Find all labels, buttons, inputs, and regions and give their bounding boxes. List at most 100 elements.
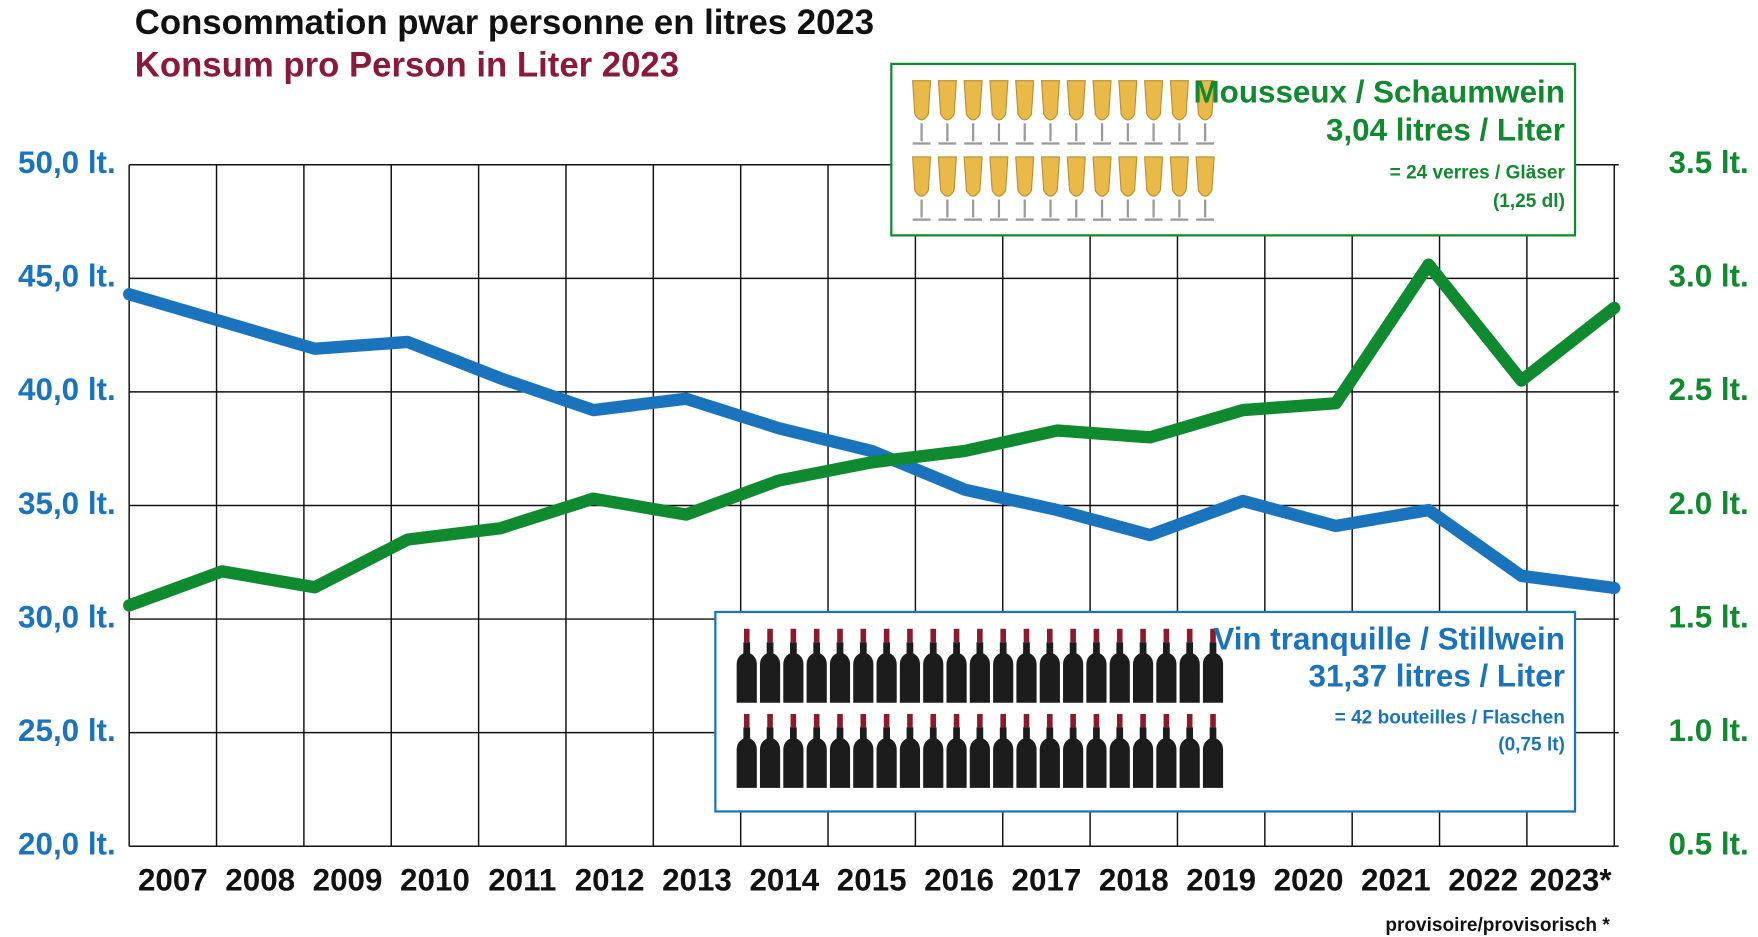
- bottle-body: [1086, 642, 1107, 703]
- glass-icon: [912, 156, 932, 197]
- bottle-body: [1132, 642, 1154, 703]
- x-tick-label: 2022: [1448, 862, 1518, 897]
- bottle-cap: [1000, 628, 1006, 643]
- bottle-body: [853, 642, 874, 703]
- bottle-body: [969, 727, 990, 788]
- glass-stem: [989, 123, 1008, 145]
- x-tick-label: 2019: [1186, 862, 1256, 897]
- y-tick-label: 25,0 lt.: [18, 713, 116, 748]
- bottle-body: [946, 642, 967, 703]
- bottle-cap: [837, 628, 843, 643]
- glass-stem: [989, 199, 1008, 221]
- x-tick-label: 2011: [488, 862, 556, 897]
- bottle-cap: [907, 713, 913, 728]
- bottle-cap: [1047, 713, 1053, 728]
- glass-stem: [1170, 123, 1189, 145]
- bottle-body: [1086, 727, 1107, 788]
- y2-tick-label: 2.5 lt.: [1669, 372, 1749, 407]
- sparkling-unit: (1,25 dl): [1493, 191, 1565, 212]
- glass-stem: [1093, 123, 1112, 145]
- glass-icon: [1015, 80, 1035, 121]
- still-unit: (0,75 lt): [1498, 734, 1565, 755]
- series-line: [123, 288, 1621, 595]
- lines: [123, 258, 1621, 612]
- glass-icon: [1169, 80, 1189, 121]
- bottle-cap: [1047, 628, 1053, 643]
- bottle-cap: [1186, 713, 1193, 728]
- bottle-cap: [977, 628, 983, 643]
- bottle-body: [1179, 642, 1200, 703]
- glass-stem: [1067, 199, 1086, 221]
- glass-stem: [1118, 199, 1137, 221]
- bottle-body: [759, 642, 781, 703]
- sparkling-equiv: = 24 verres / Gläser: [1390, 163, 1566, 184]
- bottle-cap: [907, 628, 913, 643]
- glass-icon: [989, 80, 1009, 121]
- bottle-body: [1132, 727, 1154, 788]
- y2-tick-label: 3.0 lt.: [1669, 259, 1749, 294]
- glass-stem: [938, 199, 957, 221]
- glass-icon: [1066, 156, 1086, 197]
- glass-icon: [1015, 156, 1035, 197]
- bottle-cap: [813, 628, 820, 643]
- glass-icons: [912, 80, 1215, 221]
- bottle-body: [1156, 727, 1177, 788]
- glass-icon: [1195, 156, 1215, 197]
- glass-icon: [1092, 80, 1112, 121]
- glass-stem: [1015, 199, 1034, 221]
- x-tick-label: 2018: [1099, 862, 1169, 897]
- glass-icon: [1040, 80, 1061, 121]
- bottle-cap: [1093, 713, 1100, 728]
- bottle-cap: [1023, 713, 1030, 728]
- glass-icon: [937, 80, 957, 121]
- chart-subtitle: Konsum pro Person in Liter 2023: [135, 46, 679, 84]
- bottle-body: [1202, 727, 1224, 788]
- bottle-cap: [743, 628, 750, 643]
- bottle-cap: [1163, 628, 1170, 643]
- bottle-cap: [1070, 713, 1076, 728]
- bottle-cap: [930, 713, 937, 728]
- x-tick-label: 2016: [924, 862, 994, 897]
- glass-icon: [1195, 80, 1215, 121]
- bottle-body: [1063, 727, 1084, 788]
- glass-stem: [938, 123, 957, 145]
- glass-icon: [989, 156, 1009, 197]
- bottle-cap: [837, 713, 843, 728]
- y-tick-label: 45,0 lt.: [18, 259, 116, 294]
- bottle-body: [1109, 727, 1130, 788]
- bottle-body: [783, 642, 804, 703]
- y2-tick-label: 1.5 lt.: [1669, 599, 1749, 634]
- bottle-cap: [883, 628, 890, 643]
- bottle-cap: [860, 628, 867, 643]
- x-tick-label: 2009: [313, 862, 383, 897]
- still-equiv: = 42 bouteilles / Flaschen: [1335, 707, 1565, 728]
- glass-stem: [912, 123, 931, 145]
- glass-icon: [1092, 156, 1112, 197]
- bottle-cap: [1070, 628, 1076, 643]
- bottle-body: [1039, 642, 1060, 703]
- bottle-cap: [883, 713, 890, 728]
- bottle-cap: [1000, 713, 1006, 728]
- x-tick-label: 2017: [1012, 862, 1082, 897]
- bottle-cap: [953, 713, 960, 728]
- glass-stem: [1196, 123, 1215, 145]
- bottle-body: [783, 727, 804, 788]
- footnote: provisoire/provisorisch *: [1385, 915, 1610, 936]
- bottle-cap: [1140, 628, 1146, 643]
- info-boxes: Mousseux / Schaumwein 3,04 litres / Lite…: [714, 62, 1577, 813]
- bottle-body: [1016, 727, 1037, 788]
- x-tick-label: 2023*: [1530, 862, 1613, 897]
- still-name: Vin tranquille / Stillwein: [1213, 621, 1565, 656]
- y2-tick-label: 3.5 lt.: [1669, 145, 1749, 180]
- glass-stem: [1093, 199, 1112, 221]
- bottle-body: [736, 727, 757, 788]
- bottle-cap: [1186, 628, 1193, 643]
- bottle-cap: [1210, 713, 1216, 728]
- bottle-cap: [953, 628, 960, 643]
- glass-stem: [1041, 123, 1060, 145]
- x-tick-label: 2008: [225, 862, 295, 897]
- glass-stem: [1170, 199, 1189, 221]
- bottle-cap: [1210, 628, 1216, 643]
- glass-icon: [1118, 156, 1138, 197]
